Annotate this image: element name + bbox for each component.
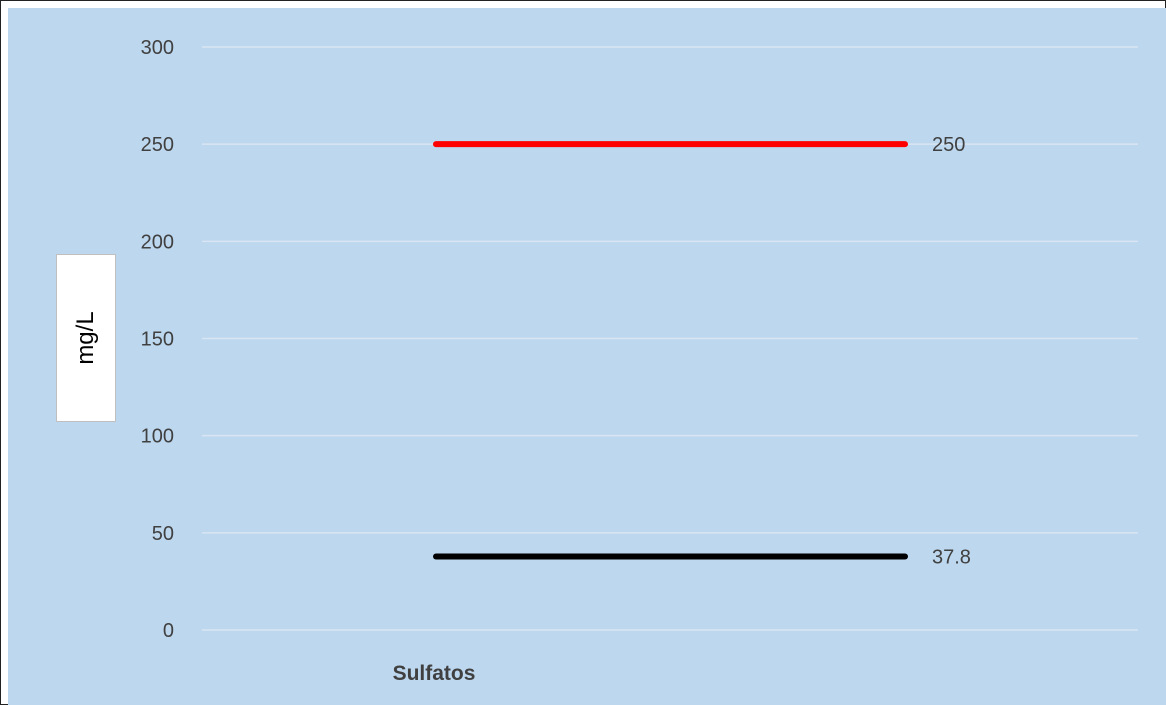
data-labels: 250 37.8 xyxy=(932,134,971,568)
y-tick-label: 250 xyxy=(141,134,174,156)
gridlines xyxy=(202,46,1138,631)
data-label-1: 37.8 xyxy=(932,547,971,569)
y-tick-label: 150 xyxy=(141,329,174,351)
y-tick-label: 100 xyxy=(141,426,174,448)
series-lines xyxy=(433,141,908,560)
y-tick-label: 0 xyxy=(163,620,174,642)
y-axis-label: mg/L xyxy=(72,311,99,365)
plot-area xyxy=(8,8,1166,705)
y-tick-label: 50 xyxy=(152,523,174,545)
category-label: Sulfatos xyxy=(393,662,476,685)
y-tick-label: 300 xyxy=(141,37,174,59)
data-label-0: 250 xyxy=(932,134,965,156)
y-tick-label: 200 xyxy=(141,231,174,253)
y-axis-label-box: mg/L xyxy=(56,254,116,422)
y-axis-ticks: 0 50 100 150 200 250 300 xyxy=(141,37,174,642)
